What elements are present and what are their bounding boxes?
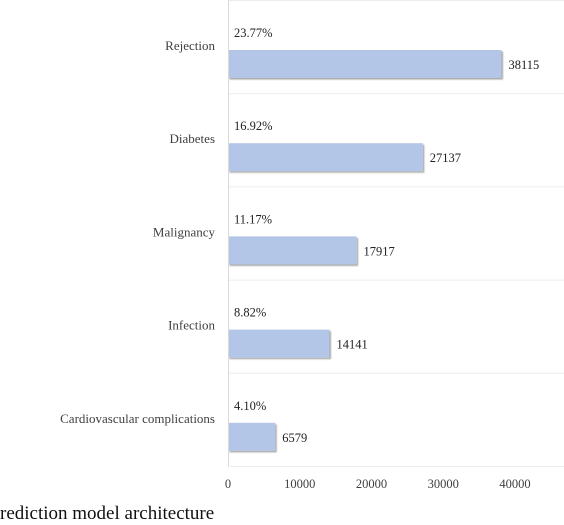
count-label: 14141: [336, 338, 367, 352]
count-bar: [228, 422, 276, 451]
percent-label: 16.92%: [234, 119, 273, 133]
percent-label: 4.10%: [234, 399, 266, 413]
count-label: 27137: [430, 151, 461, 165]
bar-chart: Rejection 23.77% 38115 Diabetes 16.92% 27137 M…: [60, 0, 564, 491]
count-bar: [228, 236, 357, 265]
x-tick-label: 30000: [428, 477, 459, 491]
count-label: 17917: [364, 244, 395, 258]
category-label: Malignancy: [153, 224, 216, 239]
percent-label: 23.77%: [234, 26, 273, 40]
x-tick-label: 0: [225, 477, 231, 491]
figure-caption: rediction model architecture: [0, 503, 215, 524]
category-label: Cardiovascular complications: [60, 411, 215, 426]
category-label: Rejection: [165, 38, 215, 53]
count-label: 6579: [282, 431, 307, 445]
percent-label: 11.17%: [234, 212, 272, 226]
count-bar: [228, 50, 502, 78]
percent-label: 8.82%: [234, 306, 266, 320]
category-label: Infection: [168, 318, 215, 333]
count-bar: [228, 329, 330, 358]
category-label: Diabetes: [170, 131, 215, 146]
count-bar: [228, 143, 423, 172]
x-tick-label: 20000: [356, 477, 387, 491]
count-label: 38115: [508, 58, 539, 72]
x-tick-label: 40000: [499, 477, 530, 491]
x-tick-label: 10000: [284, 477, 315, 491]
